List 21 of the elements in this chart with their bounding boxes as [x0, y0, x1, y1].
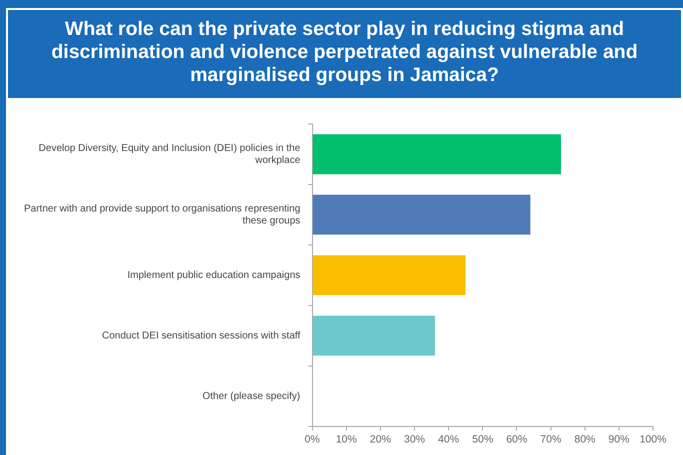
chart-title: What role can the private sector play in reducing stigma and discrimination and violence perpetrated against vulnerable and marginalised groups in Jamaica?	[6, 8, 683, 100]
y-tick-label: Partner with and provide support to organisations representing these groups	[24, 203, 300, 226]
x-tick-label: 80%	[574, 434, 596, 446]
y-tick-label: Implement public education campaigns	[127, 270, 300, 281]
x-tick-label: 0%	[304, 434, 320, 446]
y-tick-label: Conduct DEI sensitisation sessions with staff	[102, 330, 300, 342]
bar	[312, 134, 562, 174]
bar	[312, 316, 435, 356]
x-tick-label: 40%	[438, 434, 460, 446]
x-tick-label: 20%	[370, 434, 391, 446]
y-tick-label: Develop Diversity, Equity and Inclusion (DEI) policies in the workplace	[38, 142, 301, 166]
x-tick-label: 10%	[336, 434, 357, 446]
x-tick-label: 60%	[506, 434, 528, 446]
x-tick-label: 50%	[472, 434, 494, 446]
x-tick-label: 70%	[540, 434, 562, 446]
bar	[312, 255, 466, 296]
x-tick-label: 30%	[404, 434, 425, 446]
x-tick-label: 90%	[608, 434, 630, 446]
y-tick-label: Other (please specify)	[202, 390, 300, 402]
x-tick-label: 100%	[640, 434, 666, 446]
bar	[312, 194, 530, 235]
